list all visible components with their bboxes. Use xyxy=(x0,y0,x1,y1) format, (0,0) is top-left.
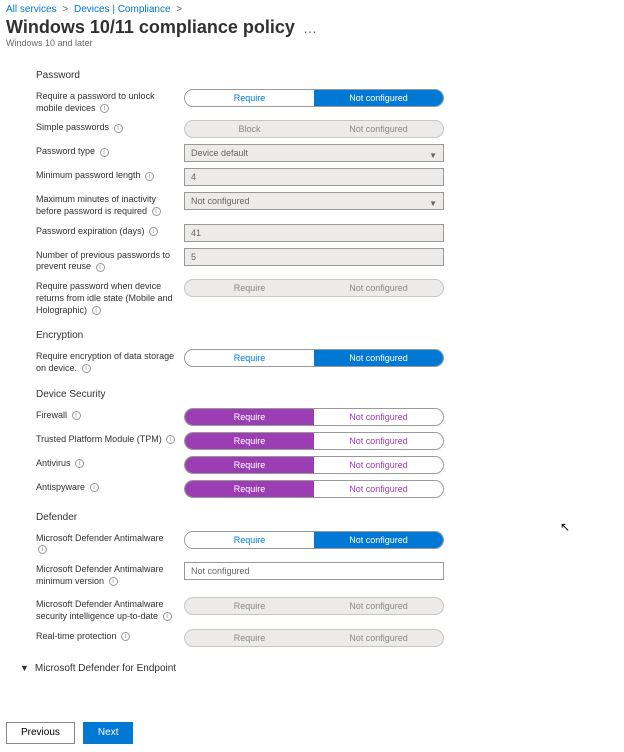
info-icon[interactable]: i xyxy=(114,124,123,133)
section-devsec-title: Device Security xyxy=(36,389,618,400)
toggle-notconf[interactable]: Not configured xyxy=(314,433,443,449)
toggle-simple: Block Not configured xyxy=(184,120,444,138)
info-icon[interactable]: i xyxy=(163,612,172,621)
input-exp: 41 xyxy=(184,224,444,242)
select-maxidle-value: Not configured xyxy=(191,196,250,206)
input-minver[interactable]: Not configured xyxy=(184,562,444,580)
info-icon[interactable]: i xyxy=(166,435,175,444)
label-type: Password type xyxy=(36,146,95,156)
toggle-notconf[interactable]: Not configured xyxy=(314,532,443,548)
section-password-title: Password xyxy=(36,70,618,81)
toggle-require: Require xyxy=(185,598,314,614)
chevron-down-icon: ▼ xyxy=(20,663,29,673)
input-minlen: 4 xyxy=(184,168,444,186)
toggle-require[interactable]: Require xyxy=(185,90,314,106)
page-subtitle: Windows 10 and later xyxy=(0,38,624,54)
label-encrypt-storage: Require encryption of data storage on de… xyxy=(36,351,174,373)
breadcrumb: All services > Devices | Compliance > xyxy=(0,0,624,15)
label-minver: Microsoft Defender Antimalware minimum v… xyxy=(36,564,164,586)
toggle-notconf[interactable]: Not configured xyxy=(314,481,443,497)
next-button[interactable]: Next xyxy=(83,722,134,744)
label-exp: Password expiration (days) xyxy=(36,226,145,236)
toggle-tpm[interactable]: Require Not configured xyxy=(184,432,444,450)
toggle-require[interactable]: Require xyxy=(185,409,314,425)
info-icon[interactable]: i xyxy=(72,411,81,420)
toggle-require: Require xyxy=(185,630,314,646)
info-icon[interactable]: i xyxy=(82,364,91,373)
breadcrumb-all-services[interactable]: All services xyxy=(6,4,57,15)
breadcrumb-devices-compliance[interactable]: Devices | Compliance xyxy=(74,4,171,15)
toggle-sigupd: Require Not configured xyxy=(184,597,444,615)
label-antispyware: Antispyware xyxy=(36,482,85,492)
toggle-require[interactable]: Require xyxy=(185,433,314,449)
label-rtp: Real-time protection xyxy=(36,631,117,641)
toggle-notconf: Not configured xyxy=(314,280,443,296)
label-sigupd: Microsoft Defender Antimalware security … xyxy=(36,599,164,621)
label-minlen: Minimum password length xyxy=(36,170,141,180)
breadcrumb-sep: > xyxy=(176,4,182,15)
toggle-notconf: Not configured xyxy=(314,121,443,137)
toggle-unlock[interactable]: Require Not configured xyxy=(184,89,444,107)
toggle-antivirus[interactable]: Require Not configured xyxy=(184,456,444,474)
toggle-require[interactable]: Require xyxy=(185,350,314,366)
toggle-rtp: Require Not configured xyxy=(184,629,444,647)
toggle-firewall[interactable]: Require Not configured xyxy=(184,408,444,426)
label-tpm: Trusted Platform Module (TPM) xyxy=(36,434,162,444)
select-maxidle: Not configured ▼ xyxy=(184,192,444,210)
chevron-down-icon: ▼ xyxy=(429,148,437,164)
toggle-require[interactable]: Require xyxy=(185,481,314,497)
toggle-antimalware[interactable]: Require Not configured xyxy=(184,531,444,549)
label-idle-return: Require password when device returns fro… xyxy=(36,281,173,314)
label-antimalware: Microsoft Defender Antimalware xyxy=(36,533,164,543)
section-encryption-title: Encryption xyxy=(36,330,618,341)
info-icon[interactable]: i xyxy=(75,459,84,468)
info-icon[interactable]: i xyxy=(38,545,47,554)
info-icon[interactable]: i xyxy=(100,104,109,113)
toggle-notconf[interactable]: Not configured xyxy=(314,350,443,366)
info-icon[interactable]: i xyxy=(145,172,154,181)
toggle-require[interactable]: Require xyxy=(185,457,314,473)
expander-endpoint-label: Microsoft Defender for Endpoint xyxy=(35,663,176,674)
toggle-block: Block xyxy=(185,121,314,137)
toggle-notconf[interactable]: Not configured xyxy=(314,457,443,473)
label-unlock: Require a password to unlock mobile devi… xyxy=(36,91,155,113)
section-defender-title: Defender xyxy=(36,512,618,523)
info-icon[interactable]: i xyxy=(109,577,118,586)
previous-button[interactable]: Previous xyxy=(6,722,75,744)
label-maxidle: Maximum minutes of inactivity before pas… xyxy=(36,194,156,216)
toggle-antispyware[interactable]: Require Not configured xyxy=(184,480,444,498)
toggle-notconf: Not configured xyxy=(314,630,443,646)
label-antivirus: Antivirus xyxy=(36,458,71,468)
cursor-icon: ↖ xyxy=(560,520,570,534)
label-simple: Simple passwords xyxy=(36,122,109,132)
toggle-require[interactable]: Require xyxy=(185,532,314,548)
more-actions-icon[interactable]: … xyxy=(303,20,319,36)
select-password-type-value: Device default xyxy=(191,148,248,158)
toggle-idle-return: Require Not configured xyxy=(184,279,444,297)
info-icon[interactable]: i xyxy=(92,306,101,315)
info-icon[interactable]: i xyxy=(96,263,105,272)
expander-endpoint[interactable]: ▼ Microsoft Defender for Endpoint xyxy=(20,663,618,674)
select-password-type: Device default ▼ xyxy=(184,144,444,162)
toggle-encrypt-storage[interactable]: Require Not configured xyxy=(184,349,444,367)
chevron-down-icon: ▼ xyxy=(429,196,437,212)
toggle-notconf[interactable]: Not configured xyxy=(314,90,443,106)
input-prev: 5 xyxy=(184,248,444,266)
info-icon[interactable]: i xyxy=(152,207,161,216)
info-icon[interactable]: i xyxy=(149,227,158,236)
info-icon[interactable]: i xyxy=(90,483,99,492)
label-firewall: Firewall xyxy=(36,410,67,420)
info-icon[interactable]: i xyxy=(121,632,130,641)
toggle-require: Require xyxy=(185,280,314,296)
toggle-notconf: Not configured xyxy=(314,598,443,614)
page-title: Windows 10/11 compliance policy xyxy=(6,17,295,38)
breadcrumb-sep: > xyxy=(62,4,68,15)
toggle-notconf[interactable]: Not configured xyxy=(314,409,443,425)
info-icon[interactable]: i xyxy=(100,148,109,157)
